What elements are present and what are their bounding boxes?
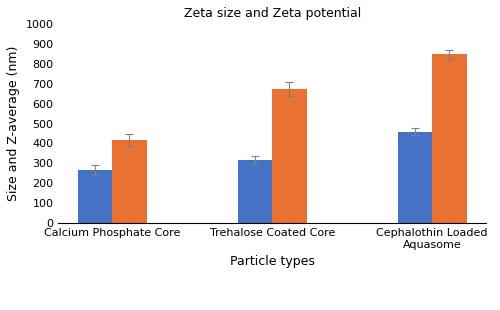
Bar [78, 170, 112, 223]
Bar [272, 89, 306, 223]
X-axis label: Particle types: Particle types [230, 255, 314, 268]
Title: Zeta size and Zeta potential: Zeta size and Zeta potential [184, 7, 361, 20]
Bar [398, 131, 432, 223]
Y-axis label: Size and Z-average (nm): Size and Z-average (nm) [7, 46, 20, 201]
Bar [112, 140, 146, 223]
Bar [432, 54, 466, 223]
Bar [238, 160, 272, 223]
